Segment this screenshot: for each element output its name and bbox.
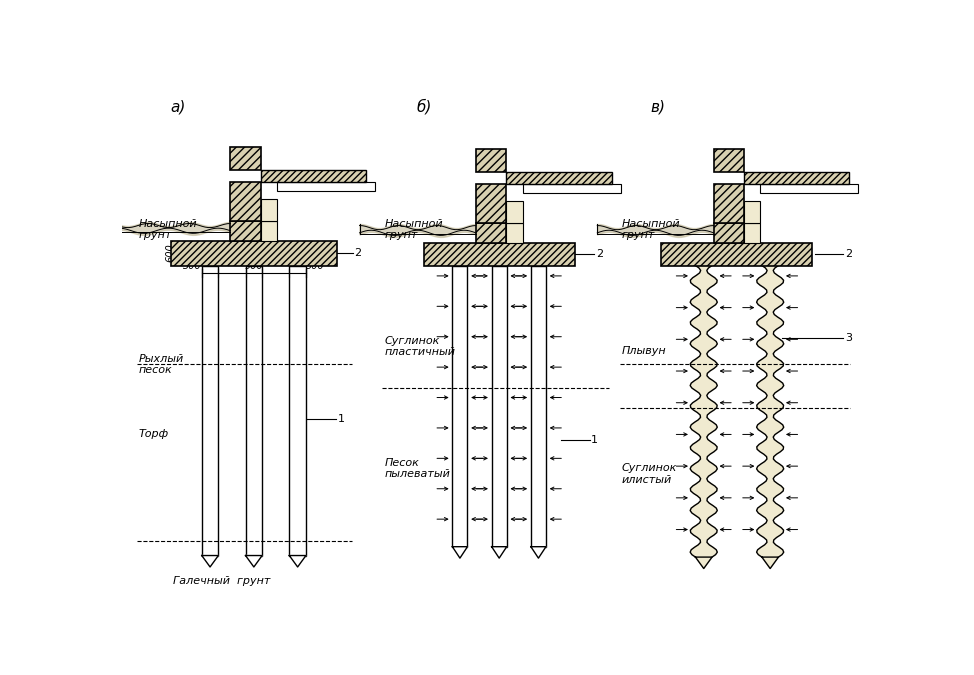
Polygon shape [757, 265, 784, 557]
Text: Насыпной
грунт: Насыпной грунт [385, 219, 443, 240]
Bar [714, 223, 744, 242]
Bar [492, 265, 506, 547]
Text: 2: 2 [844, 249, 852, 259]
Bar [261, 199, 278, 221]
Text: 300: 300 [183, 261, 202, 271]
Polygon shape [762, 557, 778, 568]
Bar [744, 201, 761, 223]
Bar [424, 242, 575, 265]
Bar [231, 182, 261, 221]
Bar [761, 184, 858, 193]
Text: 1: 1 [338, 414, 345, 424]
Text: 900: 900 [244, 261, 263, 271]
Bar [661, 242, 812, 265]
Text: Суглинок
пластичный: Суглинок пластичный [385, 335, 456, 357]
Polygon shape [289, 556, 306, 567]
Polygon shape [452, 547, 468, 558]
Bar [506, 173, 612, 184]
Bar [475, 223, 506, 242]
Text: Насыпной
грунт: Насыпной грунт [138, 219, 197, 240]
Bar [245, 265, 262, 556]
Bar [714, 149, 744, 173]
Bar [278, 182, 375, 191]
Text: 300: 300 [306, 261, 324, 271]
Polygon shape [245, 556, 262, 567]
Polygon shape [202, 556, 218, 567]
Bar [506, 223, 523, 242]
Bar [714, 184, 744, 223]
Polygon shape [691, 265, 717, 557]
Bar [231, 147, 261, 170]
Text: Плывун: Плывун [621, 346, 666, 356]
Bar [531, 265, 546, 547]
Bar [231, 221, 261, 240]
Bar [261, 221, 278, 240]
Polygon shape [695, 557, 712, 568]
Bar [475, 184, 506, 223]
Bar [261, 170, 366, 182]
Bar [744, 223, 761, 242]
Text: а): а) [170, 99, 186, 114]
Bar [744, 173, 849, 184]
Text: Торф: Торф [138, 429, 169, 439]
Bar [475, 149, 506, 173]
Text: 3: 3 [844, 333, 852, 344]
Text: Галечный  грунт: Галечный грунт [173, 576, 271, 586]
Bar [202, 265, 218, 556]
Bar [506, 201, 523, 223]
Text: в): в) [651, 99, 665, 114]
Bar [452, 265, 468, 547]
Bar [289, 265, 306, 556]
Text: б): б) [416, 99, 431, 115]
Text: 2: 2 [596, 249, 603, 259]
Polygon shape [531, 547, 546, 558]
Text: Насыпной
грунт: Насыпной грунт [621, 219, 680, 240]
Text: 2: 2 [355, 248, 361, 258]
Bar [523, 184, 620, 193]
Text: 600: 600 [165, 244, 175, 263]
Text: Песок
пылеватый: Песок пылеватый [385, 458, 450, 479]
Polygon shape [492, 547, 506, 558]
Text: 1: 1 [591, 435, 598, 445]
Text: Рыхлый
песок: Рыхлый песок [138, 354, 184, 375]
Text: Суглинок
илистый: Суглинок илистый [621, 463, 677, 485]
Bar [170, 240, 337, 265]
